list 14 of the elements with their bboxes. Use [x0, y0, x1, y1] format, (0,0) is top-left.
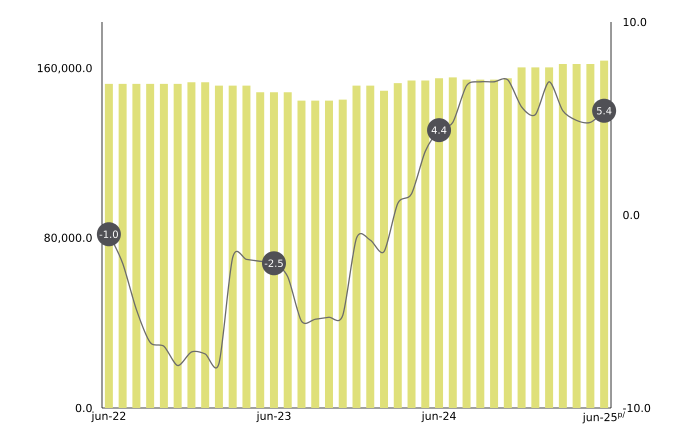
y-tick-label: 80,000.0 — [44, 234, 92, 244]
y2-tick-label: 10.0 — [624, 18, 646, 26]
data-label: 4.4 — [432, 126, 446, 134]
y-tick-label: 160,000.0 — [38, 64, 92, 74]
y2-tick-label: 0.0 — [623, 210, 640, 220]
x-tick-label: jun-23 — [256, 412, 291, 422]
x-tick-label: jun-24 — [421, 412, 456, 422]
y-tick-label: 0.0 — [76, 404, 92, 412]
y2-tick-label: -10.0 — [623, 404, 650, 412]
x-tick-label: jun-25$^{p/}$ — [582, 412, 626, 424]
data-label: -2.5 — [264, 259, 283, 268]
x-tick-label: jun-22 — [91, 412, 126, 422]
data-label: -1.0 — [100, 230, 118, 238]
data-label: 5.4 — [596, 107, 612, 114]
